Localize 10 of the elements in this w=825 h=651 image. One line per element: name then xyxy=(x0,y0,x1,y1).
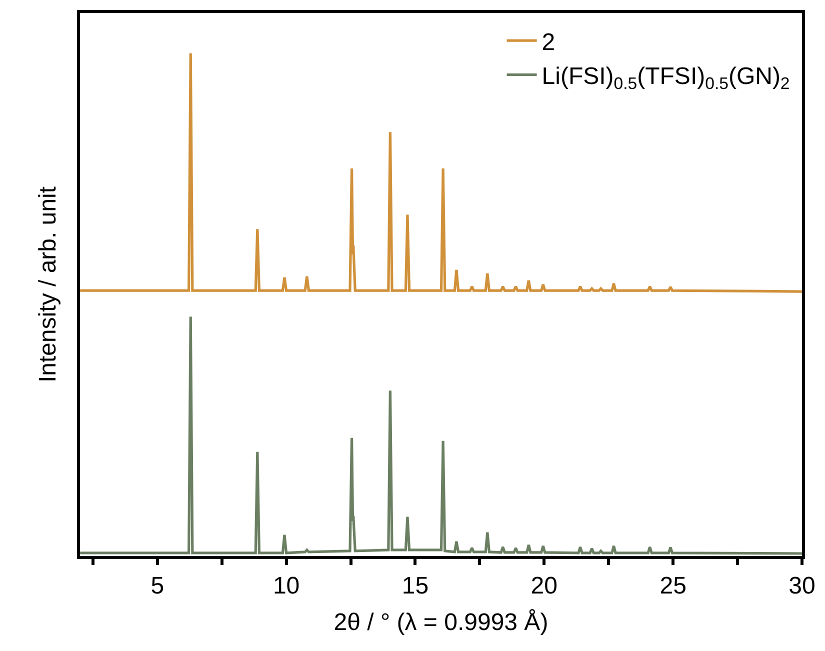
x-tick-label: 30 xyxy=(788,572,816,600)
legend-label: 2 xyxy=(542,28,556,56)
legend-label: Li(FSI)$_{0.5}$(TFSI)$_{0.5}$(GN)$_{2}$ xyxy=(542,63,790,94)
x-axis-title: 2θ / ° (λ = 0.9993 Å) xyxy=(334,608,548,636)
x-tick-label: 10 xyxy=(272,572,300,600)
x-tick-label: 5 xyxy=(150,572,164,600)
y-axis-title: Intensity / arb. unit xyxy=(34,186,62,383)
x-tick-label: 20 xyxy=(530,572,558,600)
x-tick-label: 15 xyxy=(402,572,429,600)
x-tick-label: 25 xyxy=(660,572,686,600)
